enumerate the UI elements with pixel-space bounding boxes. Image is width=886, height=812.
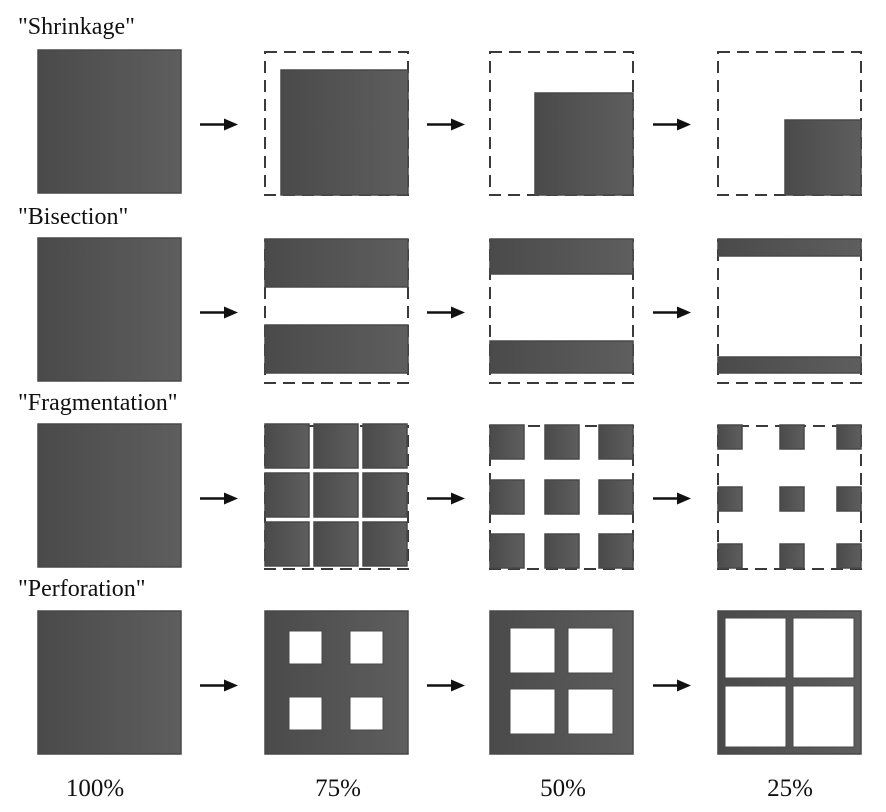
habitat-hole <box>509 627 556 674</box>
habitat-fragment <box>836 486 862 512</box>
row-label-shrinkage: "Shrinkage" <box>18 14 135 40</box>
remaining-habitat-strip <box>489 340 634 374</box>
remaining-habitat-patch <box>784 119 862 196</box>
habitat-fragment <box>362 521 408 567</box>
habitat-hole <box>724 617 787 679</box>
arrow-icon <box>427 306 465 319</box>
arrow-icon <box>653 679 691 692</box>
row-label-fragmentation: "Fragmentation" <box>18 390 178 416</box>
habitat-fragment <box>313 521 359 567</box>
habitat-hole <box>288 630 323 665</box>
habitat-fragment <box>264 423 310 469</box>
habitat-fragment <box>598 424 634 460</box>
habitat-fragment <box>544 533 580 569</box>
habitat-fragment <box>598 479 634 515</box>
habitat-fragment <box>313 423 359 469</box>
habitat-fragment <box>489 424 525 460</box>
habitat-hole <box>792 617 855 679</box>
arrow-icon <box>427 118 465 131</box>
percentage-label-50: 50% <box>540 775 586 802</box>
arrow-icon <box>200 306 238 319</box>
remaining-habitat-strip <box>264 238 409 288</box>
habitat-fragment <box>836 424 862 450</box>
habitat-hole <box>567 688 614 735</box>
habitat-fragment <box>598 533 634 569</box>
arrow-icon <box>653 118 691 131</box>
patch-shapes <box>37 49 862 755</box>
habitat-fragment <box>717 543 743 569</box>
arrow-icon <box>653 306 691 319</box>
habitat-fragment <box>264 472 310 518</box>
full-habitat-patch <box>37 49 182 194</box>
habitat-fragment <box>362 423 408 469</box>
arrow-icon <box>427 679 465 692</box>
perforated-habitat-patch <box>264 610 409 755</box>
habitat-fragment <box>717 424 743 450</box>
arrow-icon <box>653 492 691 505</box>
habitat-fragment <box>544 424 580 460</box>
arrow-icon <box>200 118 238 131</box>
original-extent-outline <box>264 239 409 384</box>
habitat-fragment <box>836 543 862 569</box>
habitat-fragment <box>489 479 525 515</box>
remaining-habitat-patch <box>534 92 634 196</box>
row-label-perforation: "Perforation" <box>18 576 146 602</box>
habitat-hole <box>288 696 323 731</box>
arrow-icon <box>200 492 238 505</box>
habitat-fragment <box>313 472 359 518</box>
full-habitat-patch <box>37 237 182 382</box>
habitat-fragment <box>779 543 805 569</box>
habitat-fragment <box>544 479 580 515</box>
habitat-fragment <box>779 424 805 450</box>
remaining-habitat-patch <box>280 69 409 196</box>
arrow-icon <box>200 679 238 692</box>
original-extent-outline <box>489 239 634 384</box>
full-habitat-patch <box>37 610 182 755</box>
remaining-habitat-strip <box>717 356 862 374</box>
habitat-fragment <box>362 472 408 518</box>
remaining-habitat-strip <box>489 238 634 275</box>
habitat-hole <box>349 696 384 731</box>
habitat-fragment <box>489 533 525 569</box>
row-label-bisection: "Bisection" <box>18 204 128 230</box>
habitat-fragment <box>717 486 743 512</box>
habitat-hole <box>724 685 787 748</box>
percentage-label-75: 75% <box>315 775 361 802</box>
original-extent-outline <box>717 239 862 384</box>
habitat-hole <box>509 688 556 735</box>
habitat-hole <box>792 685 855 748</box>
remaining-habitat-strip <box>717 238 862 257</box>
habitat-hole <box>567 627 614 674</box>
habitat-hole <box>349 630 384 665</box>
full-habitat-patch <box>37 423 182 568</box>
arrow-icon <box>427 492 465 505</box>
percentage-label-100: 100% <box>66 775 124 802</box>
remaining-habitat-strip <box>264 324 409 374</box>
habitat-fragment <box>264 521 310 567</box>
percentage-label-25: 25% <box>767 775 813 802</box>
habitat-fragment <box>779 486 805 512</box>
